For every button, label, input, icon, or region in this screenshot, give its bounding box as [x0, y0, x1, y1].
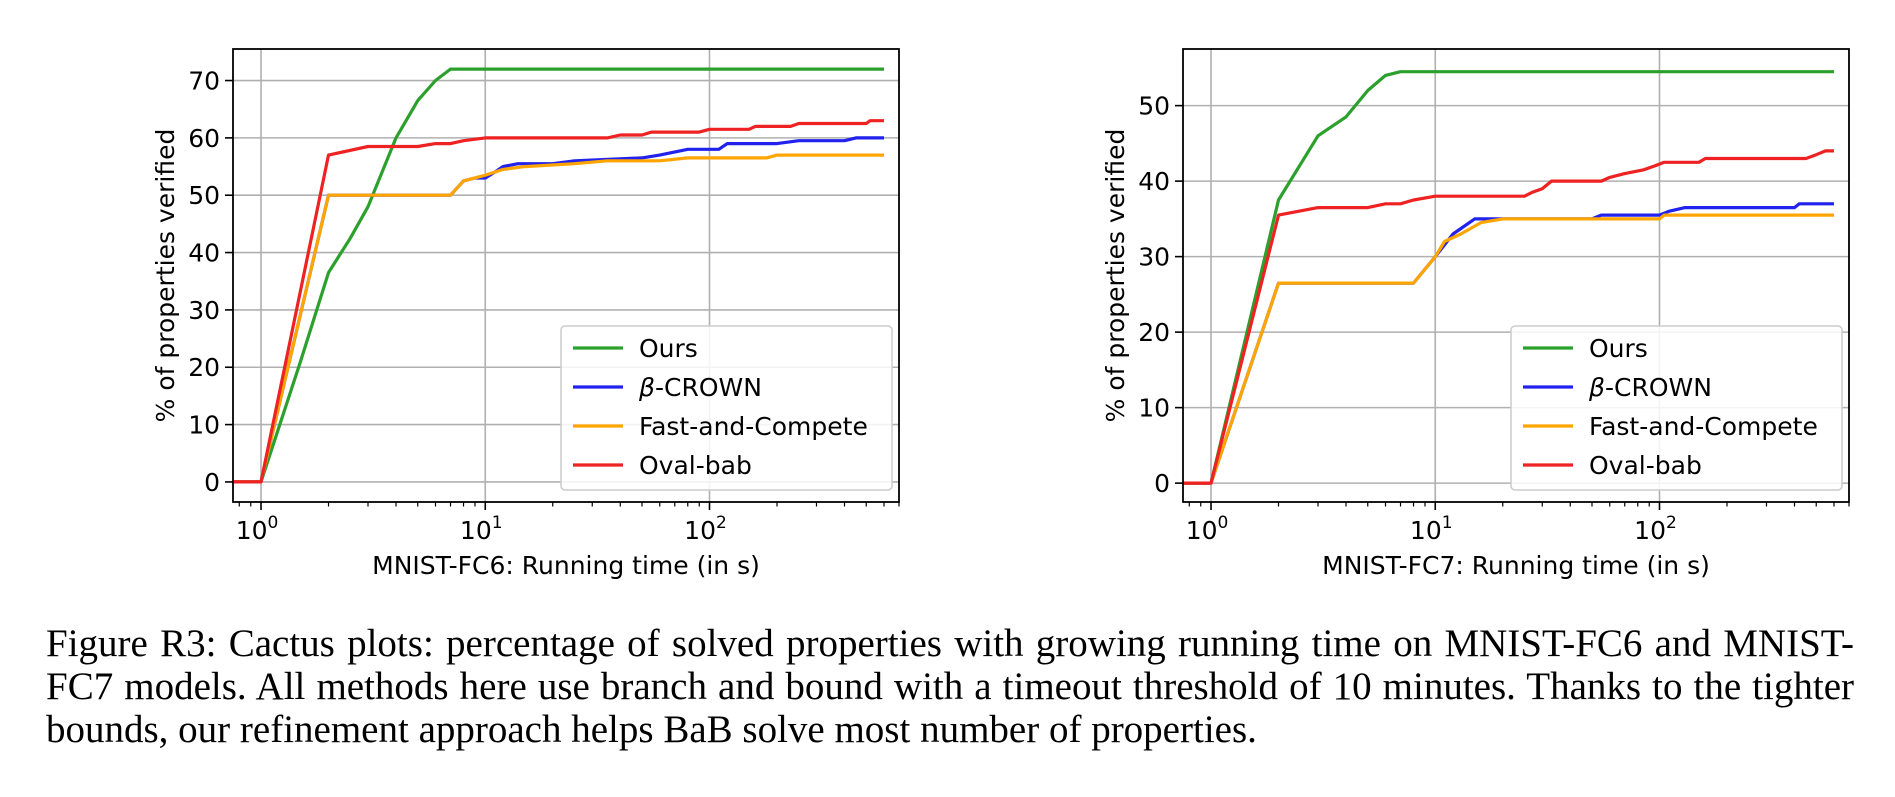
- series-line-oval-bab: [1183, 149, 1834, 485]
- x-tick-label: 102: [1634, 513, 1677, 545]
- y-tick-label: 70: [188, 67, 220, 96]
- legend: Ours β-CROWN Fast-and-Compete Oval-bab: [1510, 325, 1843, 491]
- axes-frame: [1182, 48, 1850, 503]
- x-tick-label: 100: [1186, 513, 1229, 545]
- x-tick-label: 102: [684, 513, 727, 545]
- y-tick-label: 0: [204, 468, 220, 497]
- legend-label-oval-bab: Oval-bab: [639, 451, 752, 480]
- figure-caption: Figure R3: Cactus plots: percentage of s…: [46, 622, 1854, 751]
- legend-label-ours: Ours: [1589, 334, 1648, 363]
- axes-frame: [232, 48, 900, 503]
- series-line-oval-bab: [233, 119, 884, 484]
- legend-label-ours: Ours: [639, 334, 698, 363]
- legend-label-beta-crown: β-CROWN: [638, 373, 762, 402]
- x-axis-label: MNIST-FC7: Running time (in s): [1322, 551, 1710, 580]
- y-tick-label: 20: [1138, 318, 1170, 347]
- y-tick-label: 50: [188, 181, 220, 210]
- y-tick-label: 50: [1138, 92, 1170, 121]
- plot-mnist-fc6: 0 10 20 30 40 50 60 70 100 101 102 MNIST-FC6: Runni…: [151, 48, 900, 580]
- y-tick-label: 60: [188, 124, 220, 153]
- legend-box: [1510, 325, 1843, 491]
- x-tick-label: 100: [236, 513, 279, 545]
- series-line-fast-and-compete: [1183, 213, 1834, 485]
- y-tick-label: 30: [188, 296, 220, 325]
- x-axis-label: MNIST-FC6: Running time (in s): [372, 551, 760, 580]
- y-tick-label: 40: [1138, 167, 1170, 196]
- series-line-ours: [233, 67, 884, 484]
- x-tick-label: 101: [460, 513, 503, 545]
- legend-box: [560, 325, 893, 491]
- legend-label-fast-and-compete: Fast-and-Compete: [639, 412, 868, 441]
- y-tick-label: 30: [1138, 243, 1170, 272]
- y-tick-label: 40: [188, 239, 220, 268]
- y-tick-label: 10: [1138, 394, 1170, 423]
- legend-label-beta-crown: β-CROWN: [1588, 373, 1712, 402]
- y-tick-label: 0: [1154, 469, 1170, 498]
- y-axis-label: % of properties verified: [151, 129, 180, 423]
- x-tick-label: 101: [1410, 513, 1453, 545]
- legend-label-oval-bab: Oval-bab: [1589, 451, 1702, 480]
- legend: Ours β-CROWN Fast-and-Compete Oval-bab: [560, 325, 893, 491]
- y-tick-label: 20: [188, 353, 220, 382]
- legend-label-fast-and-compete: Fast-and-Compete: [1589, 412, 1818, 441]
- series-line-fast-and-compete: [233, 153, 884, 484]
- y-axis-label: % of properties verified: [1101, 129, 1130, 423]
- y-tick-label: 10: [188, 411, 220, 440]
- plot-mnist-fc7: 0 10 20 30 40 50 100 101 102 MNIST-FC7: Running t…: [1101, 48, 1850, 580]
